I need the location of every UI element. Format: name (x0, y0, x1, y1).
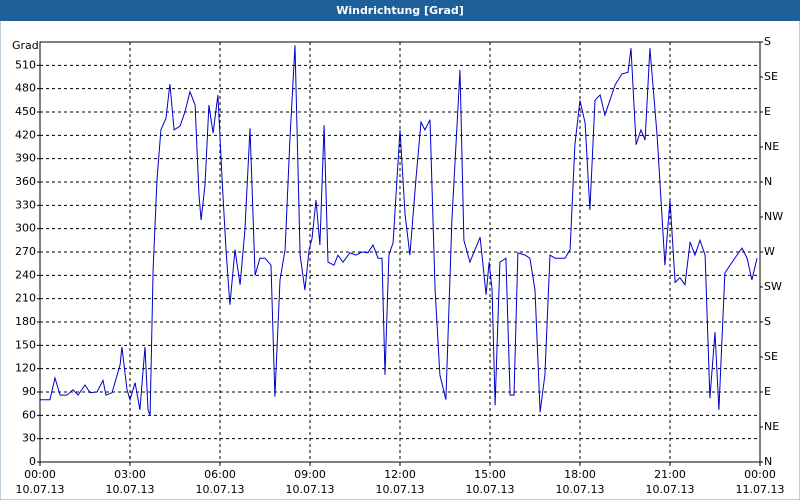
y-tick-label: 390 (15, 152, 36, 165)
x-tick-label: 00:00 (24, 468, 56, 481)
y2-tick-label: SW (764, 280, 782, 293)
y2-tick-label: NE (764, 420, 779, 433)
y-tick-label: 120 (15, 362, 36, 375)
x-tick-date: 11.07.13 (736, 483, 785, 496)
data-line (40, 45, 758, 416)
x-tick-date: 10.07.13 (556, 483, 605, 496)
y2-tick-label: E (764, 105, 771, 118)
y-axis-label: Grad (12, 39, 39, 52)
x-tick-date: 10.07.13 (286, 483, 335, 496)
y-tick-label: 60 (22, 408, 36, 421)
y2-tick-label: E (764, 385, 771, 398)
y-tick-label: 270 (15, 245, 36, 258)
y-tick-label: 480 (15, 82, 36, 95)
x-tick-label: 18:00 (564, 468, 596, 481)
x-tick-label: 09:00 (294, 468, 326, 481)
y-tick-label: 240 (15, 268, 36, 281)
y2-tick-label: W (764, 245, 775, 258)
y-tick-label: 90 (22, 385, 36, 398)
y2-tick-label: NW (764, 210, 783, 223)
y-tick-label: 0 (29, 455, 36, 468)
title-bar (0, 0, 800, 21)
y-tick-label: 360 (15, 175, 36, 188)
y2-tick-label: SE (764, 350, 778, 363)
y-tick-label: 450 (15, 105, 36, 118)
x-tick-label: 00:00 (744, 468, 776, 481)
y-tick-label: 330 (15, 198, 36, 211)
x-tick-label: 06:00 (204, 468, 236, 481)
x-tick-date: 10.07.13 (196, 483, 245, 496)
x-tick-label: 15:00 (474, 468, 506, 481)
x-tick-label: 21:00 (654, 468, 686, 481)
y-tick-label: 150 (15, 338, 36, 351)
y-tick-label: 210 (15, 292, 36, 305)
y-tick-label: 300 (15, 222, 36, 235)
x-tick-date: 10.07.13 (16, 483, 65, 496)
y-tick-label: 180 (15, 315, 36, 328)
y2-tick-label: SE (764, 70, 778, 83)
x-tick-label: 03:00 (114, 468, 146, 481)
x-tick-date: 10.07.13 (466, 483, 515, 496)
x-tick-date: 10.07.13 (646, 483, 695, 496)
y2-tick-label: N (764, 175, 772, 188)
y-tick-label: 420 (15, 128, 36, 141)
y2-tick-label: NE (764, 140, 779, 153)
chart-title: Windrichtung [Grad] (336, 4, 464, 17)
x-tick-label: 12:00 (384, 468, 416, 481)
x-tick-date: 10.07.13 (106, 483, 155, 496)
y2-tick-label: S (764, 35, 771, 48)
y2-tick-label: S (764, 315, 771, 328)
x-tick-date: 10.07.13 (376, 483, 425, 496)
y-tick-label: 510 (15, 58, 36, 71)
y-tick-label: 30 (22, 432, 36, 445)
y2-tick-label: N (764, 455, 772, 468)
